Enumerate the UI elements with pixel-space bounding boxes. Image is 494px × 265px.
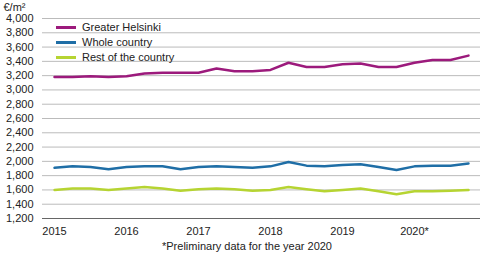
svg-text:2,800: 2,800 <box>6 98 34 110</box>
svg-text:2,000: 2,000 <box>6 155 34 167</box>
svg-text:3,400: 3,400 <box>6 55 34 67</box>
svg-text:3,000: 3,000 <box>6 83 34 95</box>
html-text:*Preliminary data for the year: *Preliminary data for the year 2020 <box>162 240 332 252</box>
svg-text:2020*: 2020* <box>400 225 429 237</box>
html-text:Rest of the country: Rest of the country <box>82 51 175 63</box>
svg-text:2,600: 2,600 <box>6 112 34 124</box>
svg-text:4,000: 4,000 <box>6 12 34 24</box>
html-text:Greater Helsinki: Greater Helsinki <box>82 21 161 33</box>
svg-text:2019: 2019 <box>330 225 354 237</box>
svg-text:2,200: 2,200 <box>6 141 34 153</box>
svg-text:1,800: 1,800 <box>6 169 34 181</box>
svg-text:3,600: 3,600 <box>6 41 34 53</box>
svg-text:1,400: 1,400 <box>6 198 34 210</box>
svg-text:2017: 2017 <box>186 225 210 237</box>
html-text:Whole country: Whole country <box>82 36 153 48</box>
svg-text:3,200: 3,200 <box>6 69 34 81</box>
svg-text:2018: 2018 <box>258 225 282 237</box>
svg-text:1,200: 1,200 <box>6 212 34 224</box>
svg-text:1,600: 1,600 <box>6 183 34 195</box>
svg-text:3,800: 3,800 <box>6 26 34 38</box>
svg-text:€/m²: €/m² <box>4 1 26 13</box>
svg-text:2,400: 2,400 <box>6 126 34 138</box>
svg-text:2015: 2015 <box>42 225 66 237</box>
svg-text:2016: 2016 <box>114 225 138 237</box>
